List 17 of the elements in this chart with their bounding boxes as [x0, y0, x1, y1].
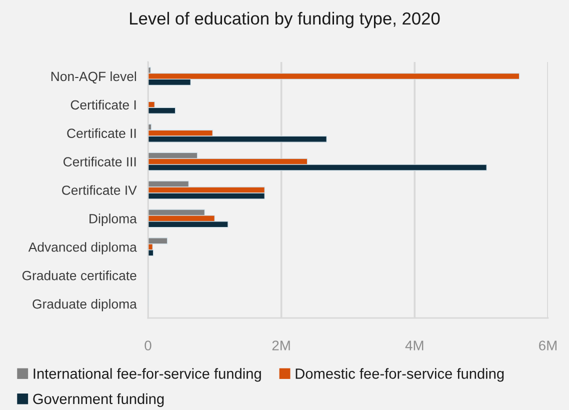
chart-title: Level of education by funding type, 2020 [130, 12, 440, 28]
y-tick-label: Diploma [90, 214, 137, 226]
legend-label: Government funding [33, 393, 164, 407]
y-tick-label: Certificate II [67, 128, 136, 138]
legend-label: International fee-for-service funding [34, 368, 261, 382]
x-tick-label: 2M [272, 340, 290, 350]
x-tick-label: 4M [405, 340, 424, 350]
y-tick-label: Certificate III [64, 156, 136, 166]
x-tick-label: 0 [144, 340, 152, 350]
y-tick-label: Advanced diploma [28, 242, 137, 254]
y-tick-label: Graduate certificate [22, 270, 136, 280]
y-tick-label: Certificate I [70, 100, 136, 110]
y-tick-label: Non-AQF level [51, 71, 136, 84]
x-tick-label: 6M [539, 340, 557, 350]
y-tick-label: Certificate IV [62, 185, 137, 195]
legend-label: Domestic fee-for-service funding [296, 368, 504, 382]
y-tick-label: Graduate diploma [32, 298, 137, 312]
